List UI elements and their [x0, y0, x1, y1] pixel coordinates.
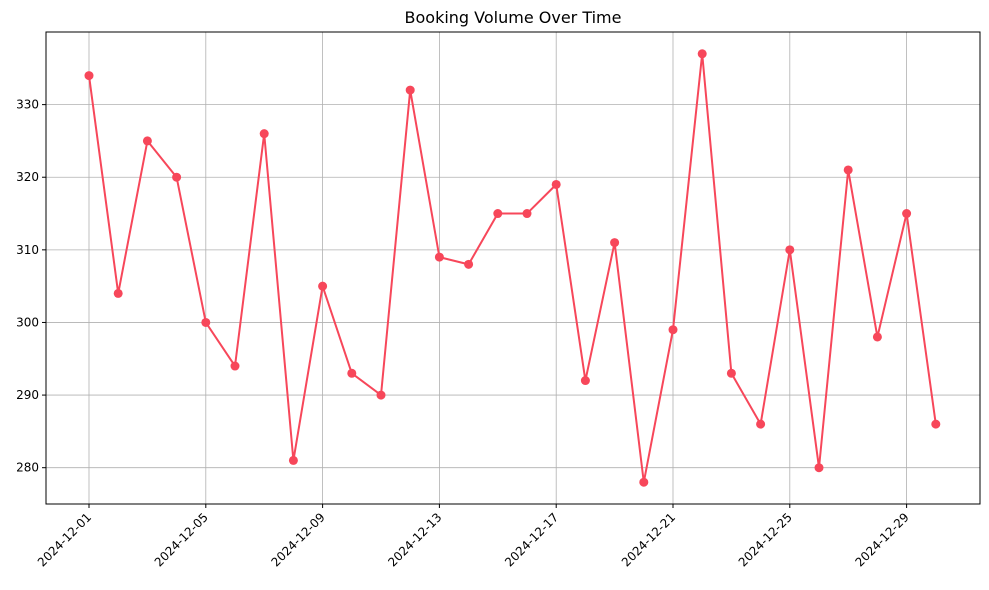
- plot-frame: [45, 31, 981, 505]
- data-point: [580, 376, 590, 386]
- y-tick-label: 320: [16, 170, 39, 184]
- data-point: [405, 85, 415, 95]
- x-tick-label: 2024-12-13: [385, 510, 444, 569]
- data-point: [551, 179, 561, 189]
- data-point: [785, 245, 795, 255]
- data-point: [902, 209, 912, 219]
- data-point: [230, 361, 240, 371]
- data-point: [493, 209, 503, 219]
- x-tick-label: 2024-12-01: [35, 510, 94, 569]
- data-point: [434, 252, 444, 262]
- data-point: [843, 165, 853, 175]
- ticks: 2024-12-01 2024-12-05 2024-12-09 2024-12-13…: [16, 98, 912, 570]
- series-line: [88, 52, 937, 484]
- chart-title: Booking Volume Over Time: [405, 8, 622, 27]
- data-point: [610, 238, 620, 248]
- data-point: [726, 368, 736, 378]
- data-point: [142, 136, 152, 146]
- y-tick-label: 330: [16, 98, 39, 112]
- x-tick-label: 2024-12-21: [619, 510, 678, 569]
- data-point: [113, 288, 123, 298]
- y-tick-label: 310: [16, 243, 39, 257]
- data-point: [522, 209, 532, 219]
- data-point: [347, 368, 357, 378]
- data-point: [201, 317, 211, 327]
- data-point: [931, 419, 941, 429]
- data-point: [318, 281, 328, 291]
- x-tick-label: 2024-12-29: [853, 510, 912, 569]
- y-tick-label: 280: [16, 461, 39, 475]
- data-point: [464, 259, 474, 269]
- x-tick-label: 2024-12-05: [152, 510, 211, 569]
- y-tick-label: 300: [16, 315, 39, 329]
- data-point: [376, 390, 386, 400]
- series-layer: [84, 49, 941, 487]
- x-tick-label: 2024-12-09: [269, 510, 328, 569]
- data-point: [639, 477, 649, 487]
- data-point: [756, 419, 766, 429]
- data-point: [172, 172, 182, 182]
- x-tick-label: 2024-12-25: [736, 510, 795, 569]
- data-point: [259, 129, 269, 139]
- x-tick-label: 2024-12-17: [502, 510, 561, 569]
- data-point: [814, 463, 824, 473]
- data-point: [872, 332, 882, 342]
- data-point: [84, 71, 94, 81]
- data-point: [288, 455, 298, 465]
- data-point: [697, 49, 707, 59]
- y-tick-label: 290: [16, 388, 39, 402]
- data-point: [668, 325, 678, 335]
- grid: [46, 32, 980, 504]
